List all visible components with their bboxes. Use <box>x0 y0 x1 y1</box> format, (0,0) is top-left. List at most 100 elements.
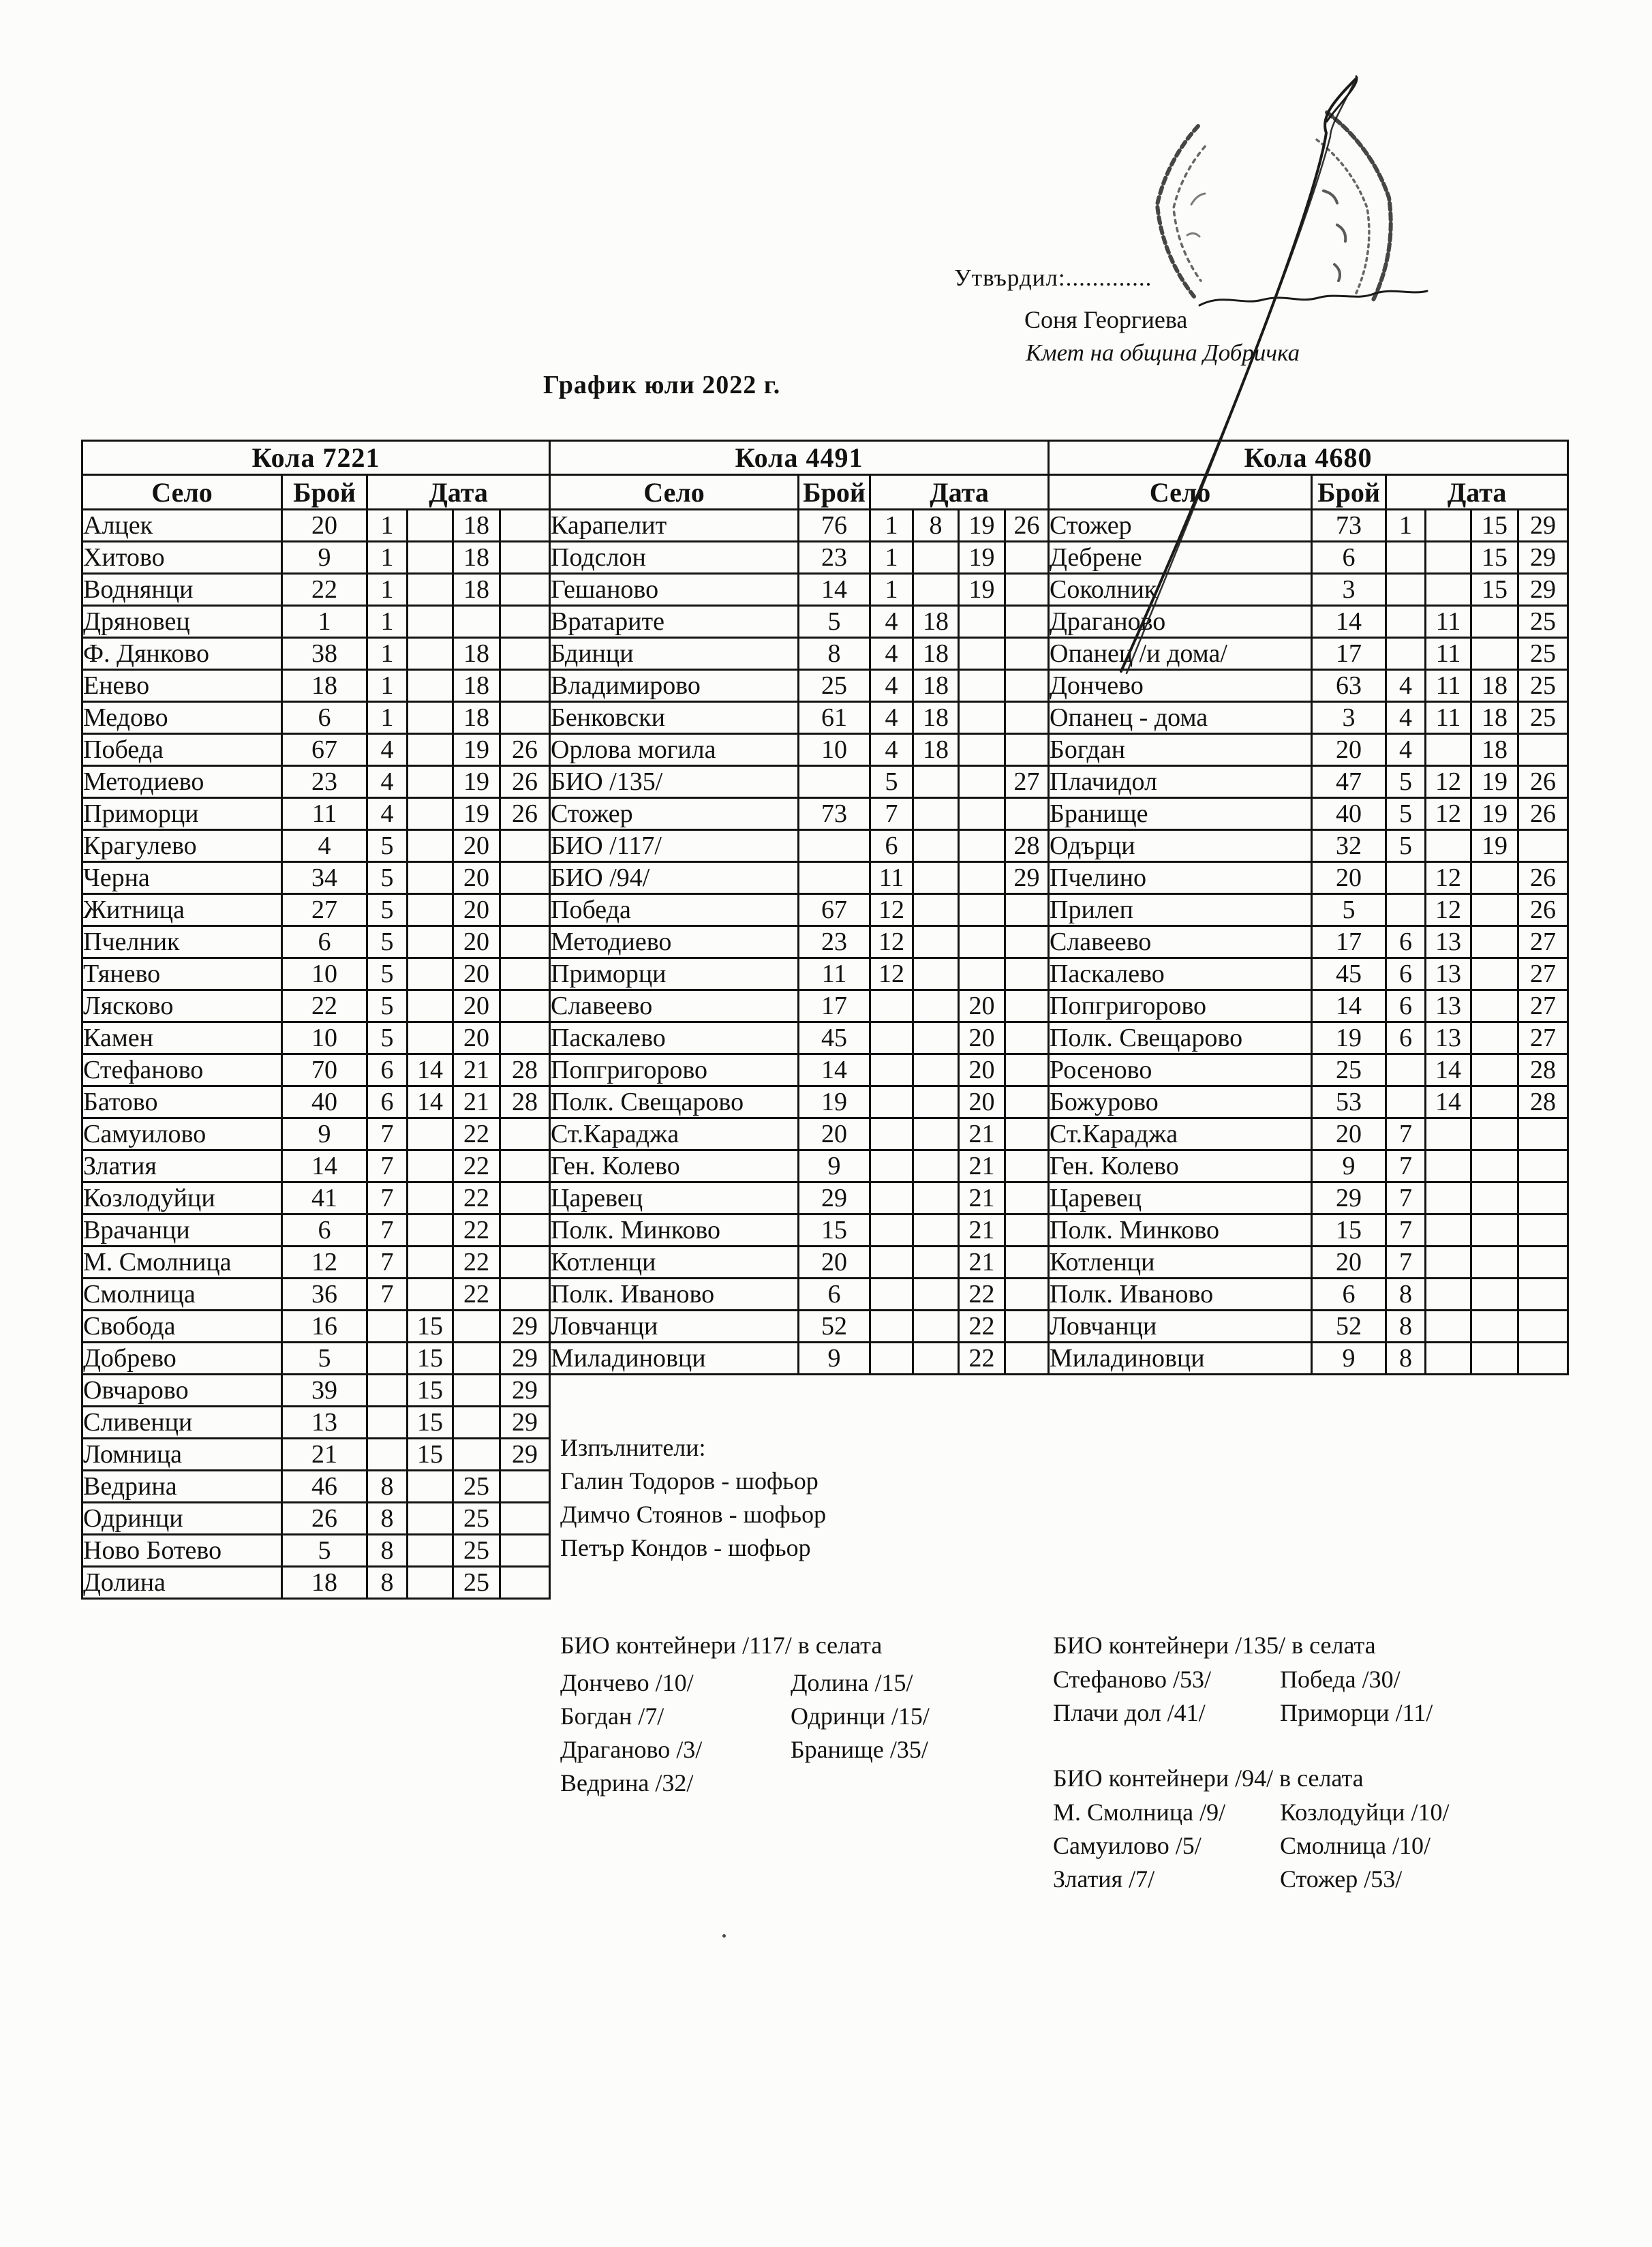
date-cell: 20 <box>452 989 501 1023</box>
col-header-date: Дата <box>365 474 551 510</box>
count-cell: 6 <box>281 925 368 959</box>
village-cell: Владимирово <box>549 669 799 703</box>
date-cell <box>1470 1021 1519 1055</box>
count-cell: 1 <box>281 605 368 639</box>
table-row: Вратарите 5 4 18 <box>549 605 1050 639</box>
date-cell: 20 <box>958 1085 1006 1119</box>
count-cell: 15 <box>1311 1213 1387 1247</box>
date-cell: 18 <box>912 637 960 671</box>
village-cell: Ген. Колево <box>1047 1149 1313 1183</box>
date-cell: 8 <box>1385 1277 1426 1311</box>
table-row: Росеново 25 14 28 <box>1047 1053 1570 1087</box>
bio-village-line: М. Смолница /9/ <box>1053 1799 1226 1826</box>
table-row: Крагулево 4 5 20 <box>81 829 551 863</box>
date-cell: 7 <box>1385 1245 1426 1279</box>
table-row: БИО /135/5 27 <box>549 765 1050 799</box>
date-cell <box>1003 1277 1050 1311</box>
date-cell: 29 <box>498 1437 551 1471</box>
date-cell: 19 <box>958 540 1006 575</box>
date-cell <box>1003 925 1050 959</box>
date-cell: 15 <box>1470 508 1519 542</box>
date-cell: 25 <box>1516 701 1570 735</box>
table-row: Методиево 23 4 19 26 <box>81 765 551 799</box>
count-cell: 20 <box>797 1245 871 1279</box>
table-row: Гешаново 14 1 19 <box>549 572 1050 607</box>
date-cell <box>869 1021 914 1055</box>
date-cell: 27 <box>1516 1021 1570 1055</box>
date-cell <box>869 1181 914 1215</box>
schedule-table-kola-7221: Кола 7221 Село Брой Дата Алцек 20 1 18 Хитов… <box>80 440 551 1600</box>
date-cell: 11 <box>869 861 914 895</box>
table-row: Хитово 9 1 18 <box>81 540 551 575</box>
date-cell <box>1003 1053 1050 1087</box>
approver-name: Соня Георгиева <box>1024 306 1188 333</box>
date-cell <box>406 957 454 991</box>
date-cell <box>452 1405 501 1439</box>
executor-line: Петър Кондов - шофьор <box>560 1534 811 1561</box>
scan-speckle <box>722 1934 726 1938</box>
table-row: Стефаново 70 6 14 21 28 <box>81 1053 551 1087</box>
date-cell <box>366 1437 408 1471</box>
date-cell: 29 <box>498 1341 551 1375</box>
bio-village-line: Козлодуйци /10/ <box>1280 1799 1450 1826</box>
date-cell <box>912 1277 960 1311</box>
village-cell: Ст.Караджа <box>1047 1117 1313 1151</box>
count-cell: 9 <box>281 540 368 575</box>
table-row: Пчелник 6 5 20 <box>81 925 551 959</box>
date-cell <box>958 957 1006 991</box>
village-cell: Миладиновци <box>1047 1341 1313 1375</box>
date-cell: 1 <box>869 508 914 542</box>
date-cell <box>958 861 1006 895</box>
table-row: Ген. Колево 9 7 <box>1047 1149 1570 1183</box>
village-cell: Опанец - дома <box>1047 701 1313 735</box>
date-cell: 14 <box>1424 1053 1472 1087</box>
table-row: Опанец /и дома/17 11 25 <box>1047 637 1570 671</box>
date-cell: 29 <box>1516 508 1570 542</box>
date-cell <box>406 669 454 703</box>
date-cell <box>958 893 1006 927</box>
village-cell: Тянево <box>81 957 283 991</box>
village-cell: Вратарите <box>549 605 799 639</box>
count-cell: 13 <box>281 1405 368 1439</box>
table-row: Попгригорово 14 6 13 27 <box>1047 989 1570 1023</box>
date-cell: 27 <box>1516 957 1570 991</box>
date-cell: 4 <box>1385 669 1426 703</box>
date-cell <box>406 1213 454 1247</box>
date-cell: 21 <box>958 1149 1006 1183</box>
date-cell <box>366 1309 408 1343</box>
table-row: Славеево 17 20 <box>549 989 1050 1023</box>
stamp-arc-left-icon <box>1154 124 1206 299</box>
date-cell <box>1470 925 1519 959</box>
date-cell: 18 <box>452 508 501 542</box>
date-cell <box>1424 1309 1472 1343</box>
table-row: Божурово 53 14 28 <box>1047 1085 1570 1119</box>
date-cell: 28 <box>1516 1085 1570 1119</box>
date-cell <box>1470 605 1519 639</box>
village-cell: Стефаново <box>81 1053 283 1087</box>
date-cell: 15 <box>406 1373 454 1407</box>
date-cell: 7 <box>366 1213 408 1247</box>
count-cell: 14 <box>797 572 871 607</box>
table-row: Алцек 20 1 18 <box>81 508 551 542</box>
date-cell: 4 <box>1385 701 1426 735</box>
date-cell <box>912 925 960 959</box>
table-row: Паскалево 45 6 13 27 <box>1047 957 1570 991</box>
table-row: Черна 34 5 20 <box>81 861 551 895</box>
date-cell: 22 <box>958 1341 1006 1375</box>
date-cell: 11 <box>1424 701 1472 735</box>
date-cell: 19 <box>1470 829 1519 863</box>
date-cell: 19 <box>958 508 1006 542</box>
date-cell <box>1424 1149 1472 1183</box>
date-cell <box>1424 508 1472 542</box>
village-cell: Паскалево <box>549 1021 799 1055</box>
village-cell: Победа <box>549 893 799 927</box>
date-cell <box>498 508 551 542</box>
count-cell: 47 <box>1311 765 1387 799</box>
date-cell: 28 <box>498 1085 551 1119</box>
table-row: Житница 27 5 20 <box>81 893 551 927</box>
date-cell <box>869 1277 914 1311</box>
village-cell: М. Смолница <box>81 1245 283 1279</box>
date-cell <box>498 1565 551 1600</box>
date-cell <box>366 1405 408 1439</box>
table-row: Полк. Иваново 6 22 <box>549 1277 1050 1311</box>
